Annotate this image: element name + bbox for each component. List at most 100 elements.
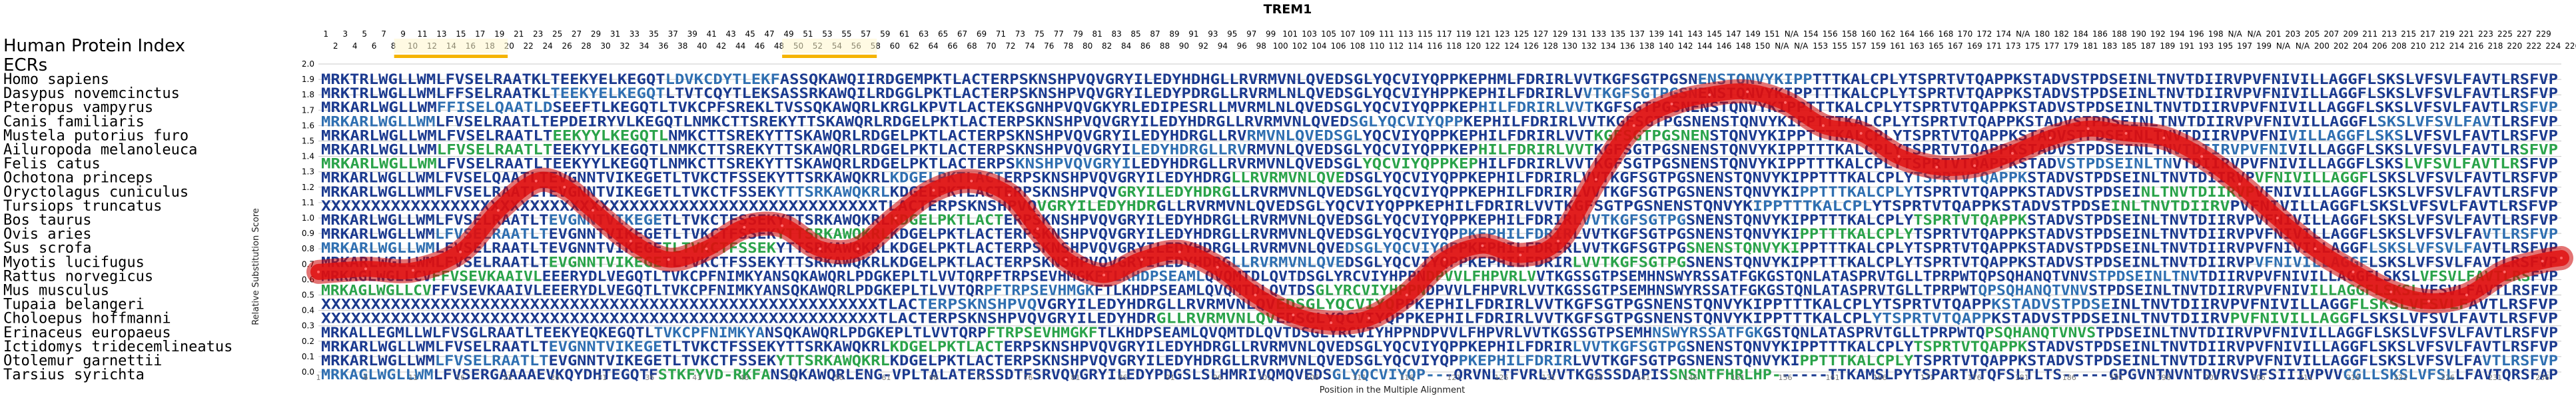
series-point bbox=[1443, 258, 1446, 261]
sequence-row: MRKAGLWGLLCV FFVSEVKAAIVL EEERYDLVEGQT LTVK… bbox=[321, 268, 2558, 284]
human-index-bottom: 108 bbox=[1350, 41, 1366, 51]
human-index-top: 33 bbox=[630, 29, 640, 39]
human-index-bottom: 208 bbox=[2391, 41, 2407, 51]
series-point bbox=[894, 217, 897, 219]
species-name: Oryctolagus cuniculus bbox=[3, 184, 189, 201]
series-point bbox=[856, 247, 859, 251]
x-tick-label: 161 bbox=[1826, 373, 1840, 382]
series-point bbox=[1178, 250, 1181, 253]
x-tick-label: 231 bbox=[2488, 373, 2502, 382]
series-point bbox=[1216, 265, 1219, 269]
species-name: Ovis aries bbox=[3, 226, 91, 243]
human-index-top: 17 bbox=[475, 29, 485, 39]
human-index-top: 192 bbox=[2150, 29, 2166, 39]
x-tick-label: 141 bbox=[1636, 373, 1650, 382]
human-index-bottom: 2 bbox=[333, 41, 338, 51]
x-tick-label: 171 bbox=[1921, 373, 1934, 382]
human-index-bottom: 224 bbox=[2545, 41, 2561, 51]
human-index-bottom: 40 bbox=[697, 41, 707, 51]
human-index-top: 73 bbox=[1015, 29, 1025, 39]
human-index-top: 139 bbox=[1649, 29, 1664, 39]
series-point bbox=[2465, 293, 2468, 297]
human-index-bottom: 68 bbox=[967, 41, 977, 51]
human-index-top: 77 bbox=[1054, 29, 1064, 39]
human-index-top-row: 1 3 5 7 9 11 13 15 17 19 21 23 25 27 29 31 33 35 37 39 41 43 4… bbox=[323, 29, 2551, 39]
human-index-bottom: 70 bbox=[986, 41, 996, 51]
species-name: Myotis lucifugus bbox=[3, 254, 145, 271]
x-tick-label: 6 bbox=[364, 373, 368, 382]
series-point bbox=[2162, 136, 2166, 139]
series-point bbox=[1102, 273, 1106, 277]
human-index-bottom: 118 bbox=[1446, 41, 1462, 51]
human-index-bottom: 136 bbox=[1620, 41, 1635, 51]
y-axis-label: Relative Substitution Score bbox=[251, 208, 261, 325]
substitution-score-curve bbox=[306, 79, 2573, 335]
x-tick-label: 101 bbox=[1258, 373, 1272, 382]
series-point bbox=[534, 179, 538, 183]
human-index-bottom: 155 bbox=[1832, 41, 1847, 51]
human-index-top: 219 bbox=[2439, 29, 2455, 39]
x-tick-label: 156 bbox=[1779, 373, 1793, 382]
human-index-top: 83 bbox=[1111, 29, 1121, 39]
human-index-bottom: 150 bbox=[1755, 41, 1770, 51]
human-index-top: 57 bbox=[861, 29, 871, 39]
human-index-top: 69 bbox=[977, 29, 987, 39]
human-index-bottom: 62 bbox=[909, 41, 919, 51]
x-tick-label: 81 bbox=[1071, 373, 1080, 382]
series-point bbox=[1859, 131, 1863, 135]
human-index-top: 149 bbox=[1745, 29, 1761, 39]
ecr-bar bbox=[782, 55, 877, 58]
human-index-top: 121 bbox=[1476, 29, 1491, 39]
human-index-bottom: 202 bbox=[2334, 41, 2349, 51]
human-index-top: 115 bbox=[1418, 29, 1433, 39]
human-index-top: 31 bbox=[610, 29, 620, 39]
series-point bbox=[1708, 93, 1711, 97]
ecr-bars bbox=[394, 39, 877, 58]
x-tick-label: 31 bbox=[598, 373, 607, 382]
human-index-bottom: 212 bbox=[2430, 41, 2445, 51]
y-tick-label: 2.0 bbox=[302, 59, 314, 69]
human-index-top: 170 bbox=[1957, 29, 1972, 39]
human-index-top: 39 bbox=[687, 29, 697, 39]
human-index-top: 141 bbox=[1668, 29, 1683, 39]
series-point bbox=[1036, 227, 1039, 231]
x-axis-ticks: 1 6 11 16 21 26 31 36 41 46 51 56 61 66 71 76 81 86 91 96 10… bbox=[316, 373, 2550, 382]
human-index-top: 143 bbox=[1687, 29, 1703, 39]
x-tick-label: 46 bbox=[739, 373, 749, 382]
x-tick-label: 146 bbox=[1683, 373, 1697, 382]
human-index-bottom: 134 bbox=[1601, 41, 1616, 51]
human-index-bottom: 8 bbox=[391, 41, 396, 51]
y-tick-label: 1.8 bbox=[302, 90, 314, 99]
species-name: Ailuropoda melanoleuca bbox=[3, 142, 197, 159]
human-index-bottom: 197 bbox=[2237, 41, 2252, 51]
x-tick-label: 71 bbox=[976, 373, 985, 382]
human-index-top: 131 bbox=[1571, 29, 1587, 39]
human-index-top: 209 bbox=[2343, 29, 2358, 39]
human-index-top: 194 bbox=[2170, 29, 2185, 39]
human-index-bottom: 120 bbox=[1466, 41, 1481, 51]
y-tick-label: 0.4 bbox=[302, 306, 314, 315]
human-index-top: N/A bbox=[2016, 29, 2030, 39]
human-index-top: 213 bbox=[2381, 29, 2397, 39]
human-index-top: 113 bbox=[1398, 29, 1414, 39]
species-name: Mustela putorius furo bbox=[3, 127, 189, 144]
human-index-top: 19 bbox=[494, 29, 504, 39]
human-index-bottom: 44 bbox=[735, 41, 745, 51]
series-point bbox=[1254, 293, 1257, 297]
human-index-top: 79 bbox=[1073, 29, 1083, 39]
series-point bbox=[818, 247, 821, 251]
human-index-top: 37 bbox=[668, 29, 678, 39]
series-point bbox=[2314, 247, 2317, 251]
y-tick-label: 1.9 bbox=[302, 75, 314, 84]
human-index-bottom: 130 bbox=[1562, 41, 1577, 51]
sequence-row: MRKARLWGLLWM FFISELQAATLD SEEFTLKEGQTL TVKC… bbox=[321, 99, 2558, 115]
human-index-bottom: 199 bbox=[2256, 41, 2272, 51]
human-index-top: 55 bbox=[841, 29, 851, 39]
human-index-bottom: 204 bbox=[2353, 41, 2368, 51]
species-name: Homo sapiens bbox=[3, 71, 109, 88]
species-name: Dasypus novemcinctus bbox=[3, 85, 180, 102]
series-point bbox=[970, 179, 973, 183]
human-index-bottom: 191 bbox=[2179, 41, 2194, 51]
human-index-bottom: 90 bbox=[1179, 41, 1189, 51]
human-index-bottom: 193 bbox=[2198, 41, 2214, 51]
